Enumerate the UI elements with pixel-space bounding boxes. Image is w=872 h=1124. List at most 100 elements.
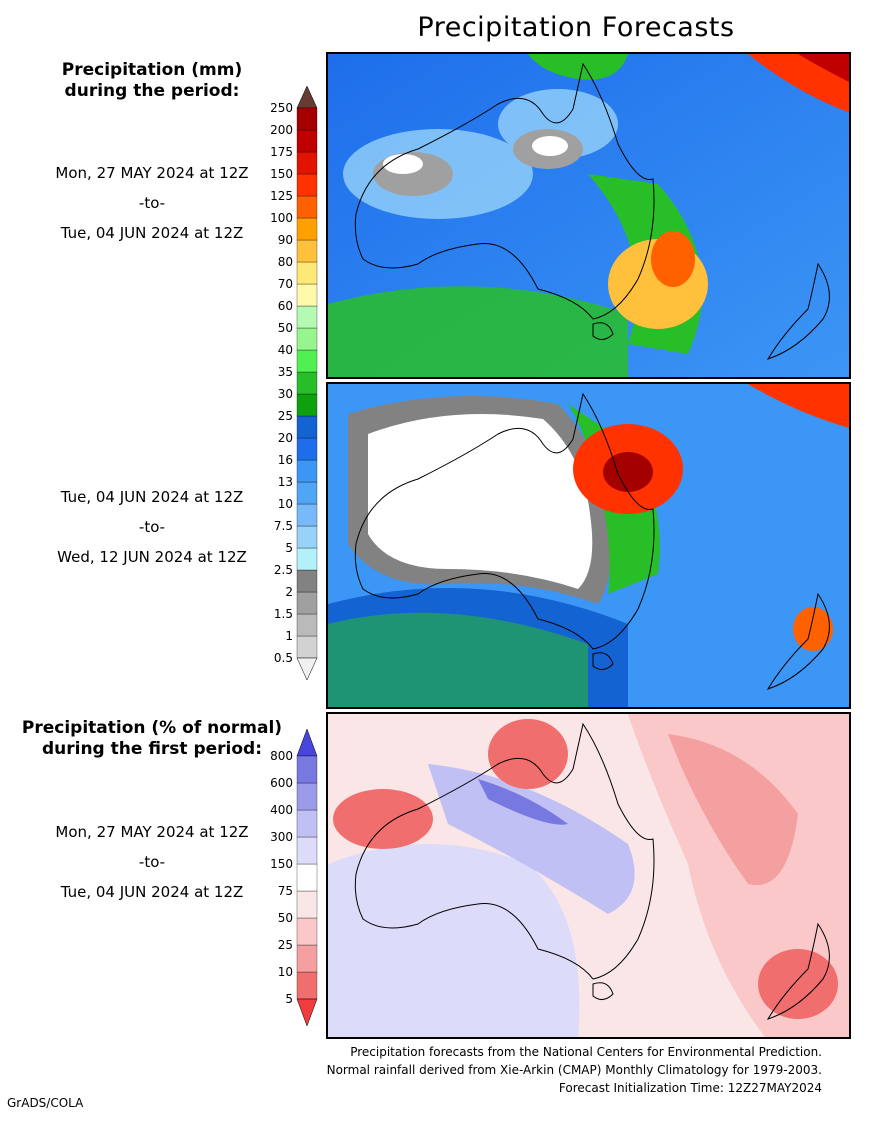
legend-mm-tick-label: 35 <box>277 365 293 379</box>
legend-pct-heading: Precipitation (% of normal) during the f… <box>2 718 302 760</box>
map1-new-zealand-coastline <box>766 262 830 360</box>
footer-line3: Forecast Initialization Time: 12Z27MAY20… <box>558 1081 822 1095</box>
legend-mm-colorbar-svg <box>296 85 318 681</box>
legend-pct-tick-label: 10 <box>277 965 293 979</box>
legend-pct-arrow-top <box>296 728 318 757</box>
legend-mm-tick-label: 100 <box>270 211 293 225</box>
legend-pct-swatch <box>296 944 318 973</box>
period3-sep: -to- <box>138 853 166 871</box>
legend-pct-tick-label: 300 <box>270 830 293 844</box>
map-period1-svg <box>328 54 849 377</box>
legend-pct-swatch <box>296 836 318 865</box>
map-period2-svg <box>328 384 849 707</box>
legend-pct-heading-line1: Precipitation (% of normal) <box>21 718 283 738</box>
legend-pct-tick-label: 800 <box>270 749 293 763</box>
legend-mm-tick-label: 60 <box>277 299 293 313</box>
map1-tasmania-coastline <box>592 322 614 340</box>
legend-mm-tick-label: 2.5 <box>273 563 293 577</box>
legend-pct-tick-label: 75 <box>277 884 293 898</box>
legend-pct-swatch <box>296 890 318 919</box>
map1-australia-coastline <box>354 62 655 320</box>
legend-mm-tick-label: 0.5 <box>273 651 293 665</box>
map1-heavy-east-core <box>651 231 695 287</box>
credit-text: GrADS/COLA <box>7 1096 84 1110</box>
legend-mm-tick-label: 40 <box>277 343 293 357</box>
map1-green-south <box>328 286 628 377</box>
period2-end: Wed, 12 JUN 2024 at 12Z <box>57 548 247 566</box>
legend-mm-tick-label: 7.5 <box>273 519 293 533</box>
legend-mm-tick-label: 16 <box>277 453 293 467</box>
map2-tasmania-coastline <box>592 652 614 670</box>
map3-australia-coastline <box>354 722 655 980</box>
legend-mm-heading-line1: Precipitation (mm) <box>61 60 243 80</box>
legend-mm-tick-label: 2 <box>285 585 293 599</box>
map3-red-east-core <box>668 734 798 886</box>
legend-mm-tick-label: 50 <box>277 321 293 335</box>
map2-dry-white <box>368 414 593 589</box>
map2-green-south <box>328 612 588 707</box>
legend-mm-tick-label: 70 <box>277 277 293 291</box>
legend-mm-tick-label: 30 <box>277 387 293 401</box>
legend-pct-tick-label: 50 <box>277 911 293 925</box>
period3-end: Tue, 04 JUN 2024 at 12Z <box>60 883 244 901</box>
period1-start: Mon, 27 MAY 2024 at 12Z <box>55 164 249 182</box>
legend-pct-swatch <box>296 971 318 1000</box>
legend-mm-tick-label: 25 <box>277 409 293 423</box>
map3-blue-central <box>428 764 635 914</box>
legend-mm-tick-label: 250 <box>270 101 293 115</box>
legend-mm-heading-line2: during the period: <box>64 81 240 101</box>
map-panel-period2 <box>326 382 851 709</box>
legend-mm-tick-label: 90 <box>277 233 293 247</box>
period1-end: Tue, 04 JUN 2024 at 12Z <box>60 224 244 242</box>
map3-red-west <box>333 789 433 849</box>
map1-green-north <box>528 54 628 80</box>
legend-mm-tick-label: 175 <box>270 145 293 159</box>
footer-line1: Precipitation forecasts from the Nationa… <box>350 1045 822 1059</box>
legend-mm-tick-label: 20 <box>277 431 293 445</box>
period3-start: Mon, 27 MAY 2024 at 12Z <box>55 823 249 841</box>
legend-pct-swatch <box>296 755 318 784</box>
period2-sep: -to- <box>138 518 166 536</box>
map2-heavy-east-core <box>603 452 653 492</box>
map2-heavy-nz <box>793 607 833 651</box>
map2-heavy-northeast <box>748 384 849 428</box>
legend-mm-tick-label: 10 <box>277 497 293 511</box>
legend-pct-tick-label: 5 <box>285 992 293 1006</box>
legend-pct-tick-label: 400 <box>270 803 293 817</box>
legend-pct-colorbar-svg <box>296 728 318 1027</box>
map3-tasmania-coastline <box>592 982 614 1000</box>
legend-mm-heading: Precipitation (mm) during the period: <box>2 60 302 102</box>
map3-blue-southwest <box>328 844 580 1037</box>
legend-pct-tick-label: 600 <box>270 776 293 790</box>
map1-dry-west-core <box>383 154 423 174</box>
map2-australia-coastline <box>354 392 655 650</box>
page-title: Precipitation Forecasts <box>417 12 735 43</box>
legend-mm-tick-label: 13 <box>277 475 293 489</box>
legend-pct-swatch <box>296 863 318 892</box>
legend-pct-swatch <box>296 809 318 838</box>
legend-pct-tick-label: 25 <box>277 938 293 952</box>
legend-mm-tick-label: 80 <box>277 255 293 269</box>
legend-pct-swatch <box>296 917 318 946</box>
legend-mm-tick-label: 200 <box>270 123 293 137</box>
legend-mm-arrow-bottom <box>296 657 318 681</box>
legend-pct-swatch <box>296 782 318 811</box>
legend-pct-arrow-bottom <box>296 998 318 1027</box>
map3-blue-core <box>478 779 568 825</box>
map-panel-period1 <box>326 52 851 379</box>
map-percent-normal-svg <box>328 714 849 1037</box>
legend-mm-tick-label: 1.5 <box>273 607 293 621</box>
map-panel-percent-normal <box>326 712 851 1039</box>
legend-mm-tick-label: 125 <box>270 189 293 203</box>
legend-mm-tick-label: 150 <box>270 167 293 181</box>
footer-line2: Normal rainfall derived from Xie-Arkin (… <box>326 1063 822 1077</box>
legend-mm-tick-label: 5 <box>285 541 293 555</box>
legend-mm-swatch <box>296 107 318 131</box>
map1-dry-north-core <box>532 136 568 156</box>
map2-new-zealand-coastline <box>766 592 830 690</box>
period1-sep: -to- <box>138 194 166 212</box>
legend-pct-heading-line2: during the first period: <box>41 739 263 759</box>
map3-red-nz <box>758 949 838 1019</box>
period2-start: Tue, 04 JUN 2024 at 12Z <box>60 488 244 506</box>
legend-pct-tick-label: 150 <box>270 857 293 871</box>
